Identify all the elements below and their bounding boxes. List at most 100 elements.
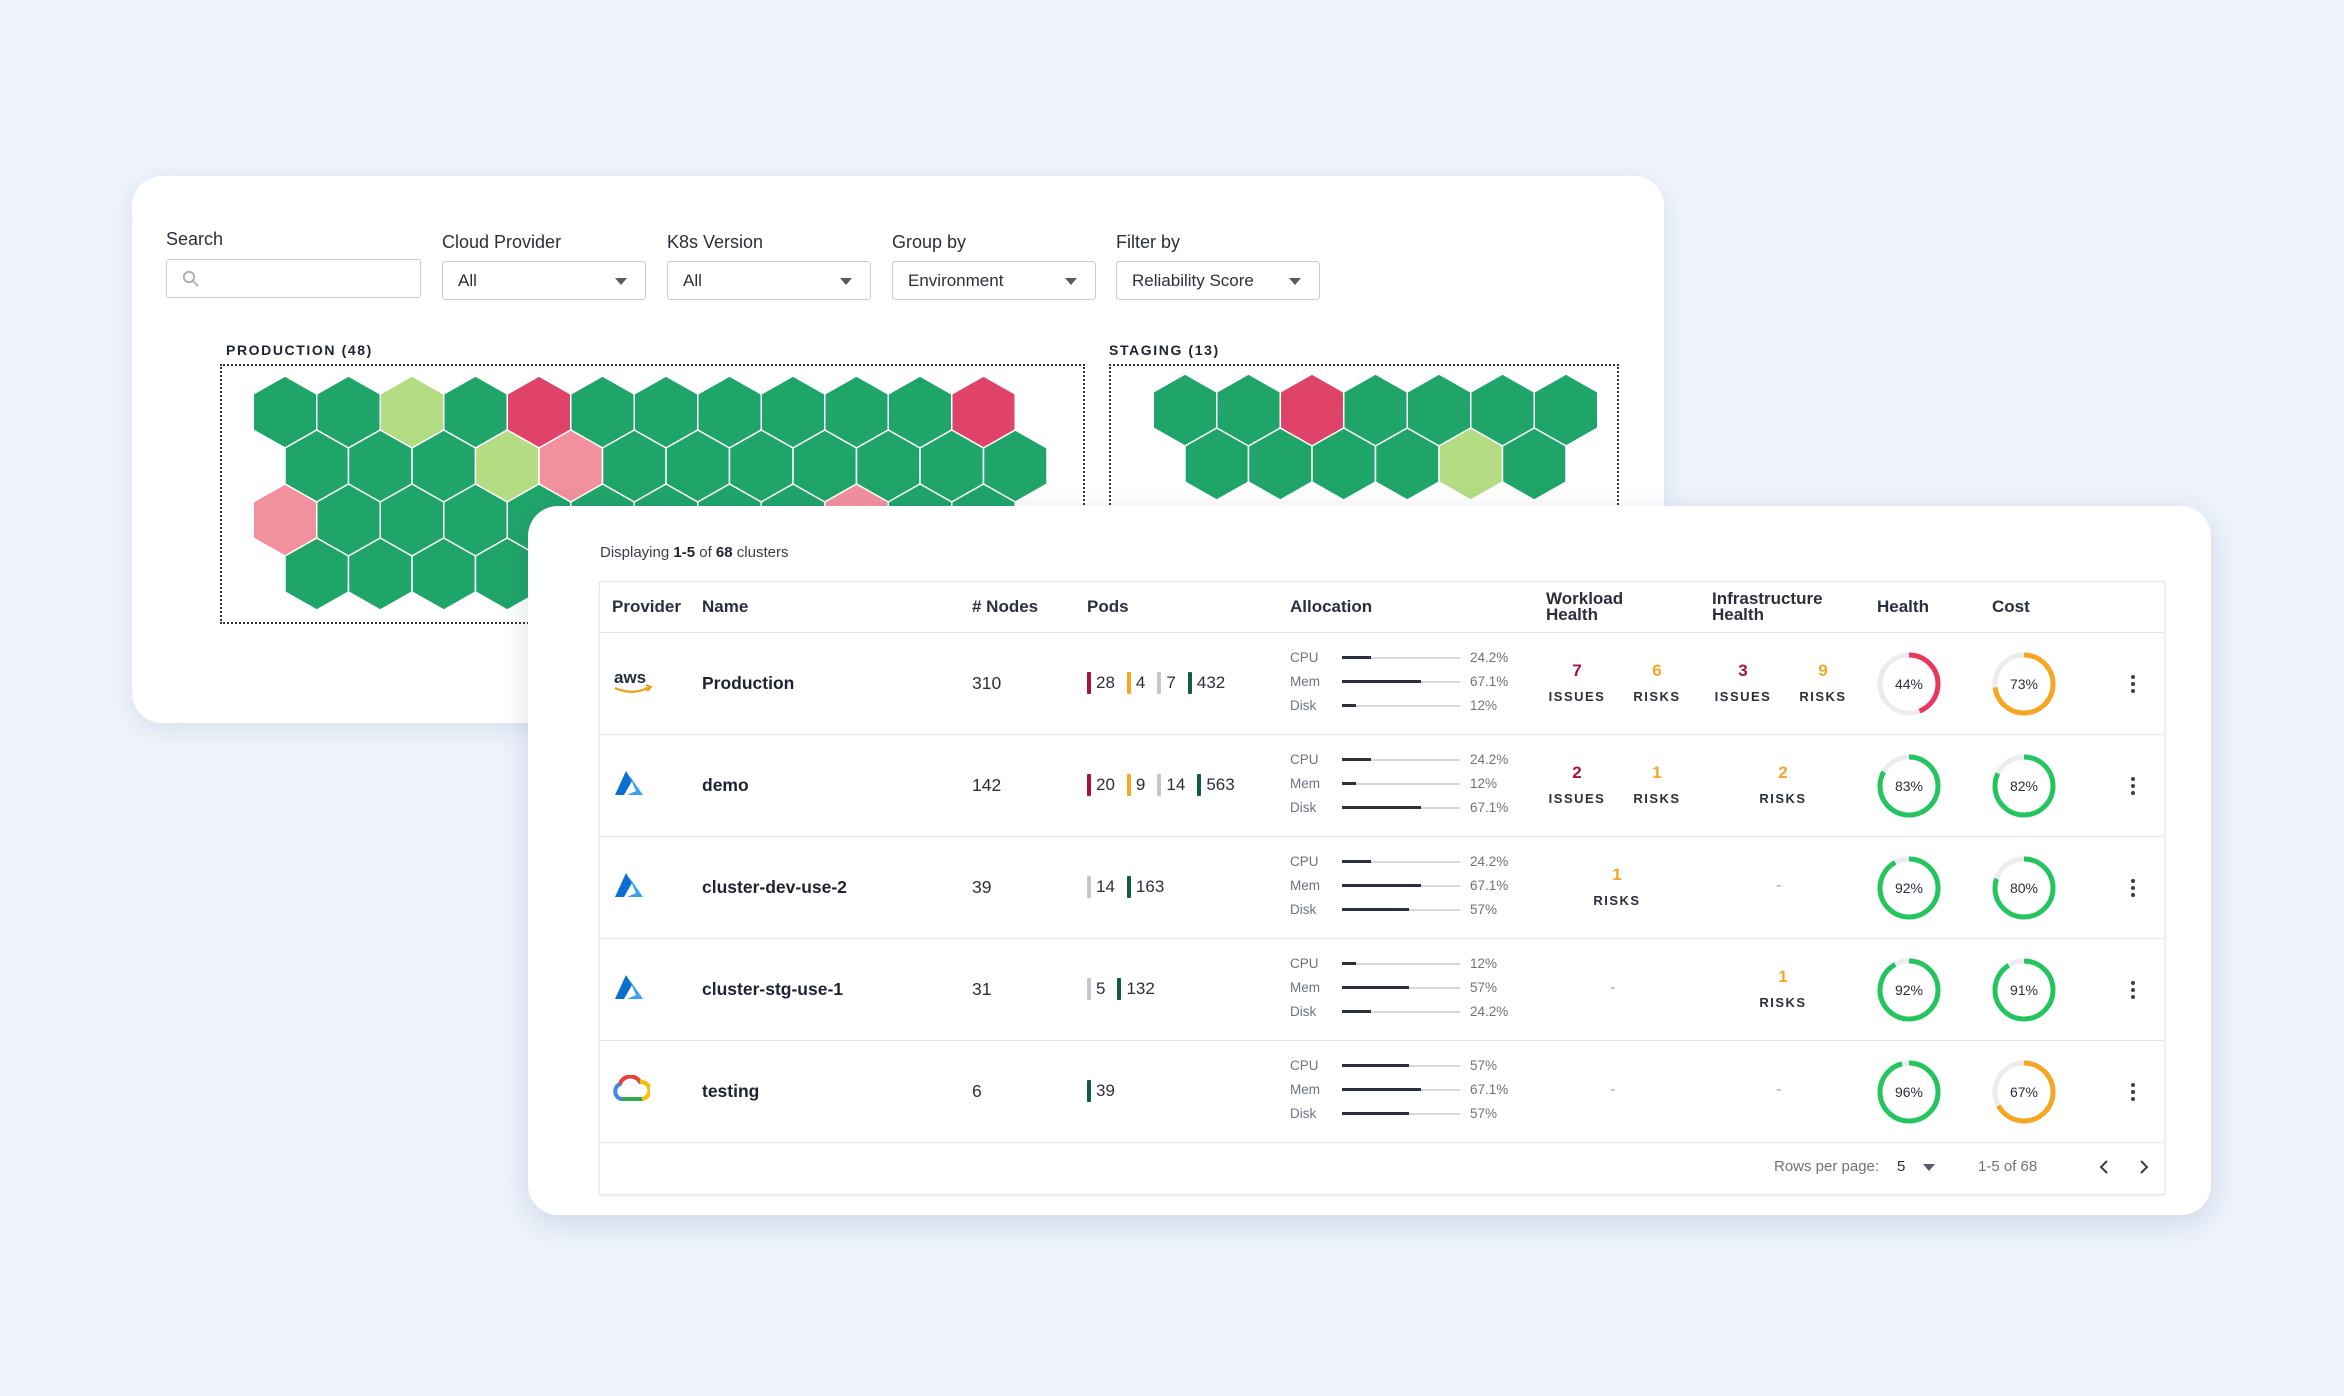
svg-text:91%: 91% [2010, 982, 2038, 998]
cluster-name[interactable]: demo [702, 775, 749, 795]
header-provider[interactable]: Provider [612, 597, 681, 616]
allocation-bar-fill [1342, 1063, 1410, 1067]
k8s-version-select[interactable]: All [667, 261, 871, 300]
header-health[interactable]: Health [1877, 597, 1929, 616]
pod-count-ok: 163 [1126, 876, 1165, 898]
pod-count-value: 28 [1096, 673, 1115, 692]
filter-by-select[interactable]: Reliability Score [1116, 261, 1320, 300]
table-footer: Rows per page: 5 1-5 of 68 [600, 1142, 2164, 1193]
workload-health-risks[interactable]: 1 RISKS [1582, 865, 1652, 908]
pod-status-bar [1087, 774, 1091, 796]
allocation-bar-fill [1342, 985, 1410, 989]
filter-by-label: Filter by [1116, 232, 1181, 252]
allocation-bar [1342, 679, 1460, 683]
table-row[interactable]: cluster-dev-use-2 39 14 163 CPU 24.2% Mem 67.1%… [600, 836, 2164, 939]
more-options-icon[interactable] [2131, 981, 2135, 1002]
infra-health-risks-label: RISKS [1759, 791, 1807, 806]
pod-status-bar [1197, 774, 1202, 796]
infra-health-risks[interactable]: 9 RISKS [1788, 661, 1858, 704]
infra-health-risks-count: 2 [1778, 763, 1788, 782]
workload-health-issues[interactable]: 7 ISSUES [1542, 661, 1612, 704]
clusters-table-card: Displaying 1-5 of 68 clusters Provider N… [528, 506, 2211, 1215]
workload-health-issues-count: 2 [1572, 763, 1582, 782]
workload-health-risks[interactable]: 1 RISKS [1622, 763, 1692, 806]
pod-count-value: 20 [1096, 775, 1115, 794]
header-infra-health[interactable]: Infrastructure Health [1712, 589, 1823, 624]
workload-health-empty: - [1610, 1081, 1616, 1098]
cluster-name[interactable]: testing [702, 1081, 760, 1101]
workload-health-risks[interactable]: 6 RISKS [1622, 661, 1692, 704]
allocation-label: CPU [1290, 854, 1319, 869]
cost-gauge: 91% [1991, 957, 2057, 1023]
pod-count-value: 4 [1135, 673, 1146, 692]
pod-count-neutral: 7 [1157, 672, 1176, 694]
allocation-bar [1342, 1063, 1460, 1067]
next-page-icon[interactable] [2138, 1158, 2150, 1176]
infra-health-risks[interactable]: 1 RISKS [1748, 967, 1818, 1010]
pod-status-bar [1187, 672, 1192, 694]
table-row[interactable]: testing 6 39 CPU 57% Mem 67.1% Disk 57% - - 96% 67… [600, 1040, 2164, 1143]
allocation-bar [1342, 805, 1460, 809]
allocation-value: 67.1% [1470, 674, 1509, 689]
allocation-disk: Disk 24.2% [1290, 1004, 1508, 1019]
header-pods[interactable]: Pods [1087, 597, 1129, 616]
group-by-value: Environment [908, 270, 1004, 290]
workload-health-risks-label: RISKS [1633, 689, 1681, 704]
pod-counts: 14 163 [1087, 876, 1164, 898]
workload-health-risks-label: RISKS [1593, 893, 1641, 908]
search-input[interactable] [166, 259, 421, 298]
pod-count-value: 163 [1135, 877, 1165, 896]
allocation-value: 24.2% [1470, 752, 1509, 767]
pod-counts: 39 [1087, 1080, 1115, 1102]
pod-count-value: 432 [1196, 673, 1226, 692]
allocation-bar [1342, 655, 1460, 659]
workload-health-issues[interactable]: 2 ISSUES [1542, 763, 1612, 806]
allocation-mem: Mem 67.1% [1290, 1082, 1508, 1097]
table-row[interactable]: demo 142 20 9 14 563 CPU 24.2% Mem 12% Disk 67.1% 2 I… [600, 734, 2164, 837]
pod-status-bar [1087, 876, 1091, 898]
cloud-provider-select[interactable]: All [442, 261, 646, 300]
prev-page-icon[interactable] [2098, 1158, 2110, 1176]
pod-count-ok: 39 [1087, 1080, 1115, 1102]
search-icon [182, 270, 199, 287]
header-nodes[interactable]: # Nodes [972, 597, 1039, 616]
cluster-name[interactable]: Production [702, 673, 795, 693]
chevron-down-icon[interactable] [1923, 1164, 1935, 1171]
more-options-icon[interactable] [2131, 1083, 2135, 1104]
health-gauge: 96% [1876, 1059, 1942, 1125]
infra-health-empty: - [1776, 877, 1782, 894]
svg-text:67%: 67% [2010, 1084, 2038, 1100]
displaying-suffix: clusters [736, 544, 789, 561]
allocation-label: Disk [1290, 902, 1317, 917]
allocation-bar [1342, 757, 1460, 761]
pod-count-warning: 4 [1126, 672, 1146, 694]
header-allocation[interactable]: Allocation [1290, 597, 1373, 616]
table-row[interactable]: cluster-stg-use-1 31 5 132 CPU 12% Mem 57% Disk 2… [600, 938, 2164, 1041]
pod-counts: 5 132 [1087, 978, 1155, 1000]
allocation-bar-fill [1342, 1087, 1422, 1091]
header-cost[interactable]: Cost [1992, 597, 2030, 616]
allocation-value: 57% [1470, 980, 1498, 995]
google-cloud-logo-icon [612, 1075, 650, 1105]
cluster-name[interactable]: cluster-dev-use-2 [702, 877, 847, 897]
allocation-mem: Mem 67.1% [1290, 878, 1508, 893]
more-options-icon[interactable] [2131, 777, 2135, 798]
table-row[interactable]: aws Production 310 28 4 7 432 CPU 24.2% Mem 67.1% D… [600, 632, 2164, 735]
svg-text:83%: 83% [1895, 778, 1923, 794]
more-options-icon[interactable] [2131, 675, 2135, 696]
pod-count-value: 563 [1206, 775, 1235, 794]
pod-counts: 28 4 7 432 [1087, 672, 1225, 694]
cluster-hex[interactable] [1501, 427, 1567, 501]
rows-per-page-select[interactable]: 5 [1897, 1158, 1906, 1175]
pod-count-value: 14 [1166, 775, 1186, 794]
infra-health-risks[interactable]: 2 RISKS [1748, 763, 1818, 806]
allocation-bar-fill [1342, 655, 1371, 659]
header-name[interactable]: Name [702, 597, 749, 616]
clusters-table: Provider Name # Nodes Pods Allocation Wo… [599, 581, 2165, 1195]
header-workload-health[interactable]: Workload Health [1546, 589, 1624, 624]
cluster-name[interactable]: cluster-stg-use-1 [702, 979, 844, 999]
infra-health-issues[interactable]: 3 ISSUES [1708, 661, 1778, 704]
displaying-range: 1-5 [673, 544, 696, 561]
more-options-icon[interactable] [2131, 879, 2135, 900]
group-by-select[interactable]: Environment [892, 261, 1096, 300]
